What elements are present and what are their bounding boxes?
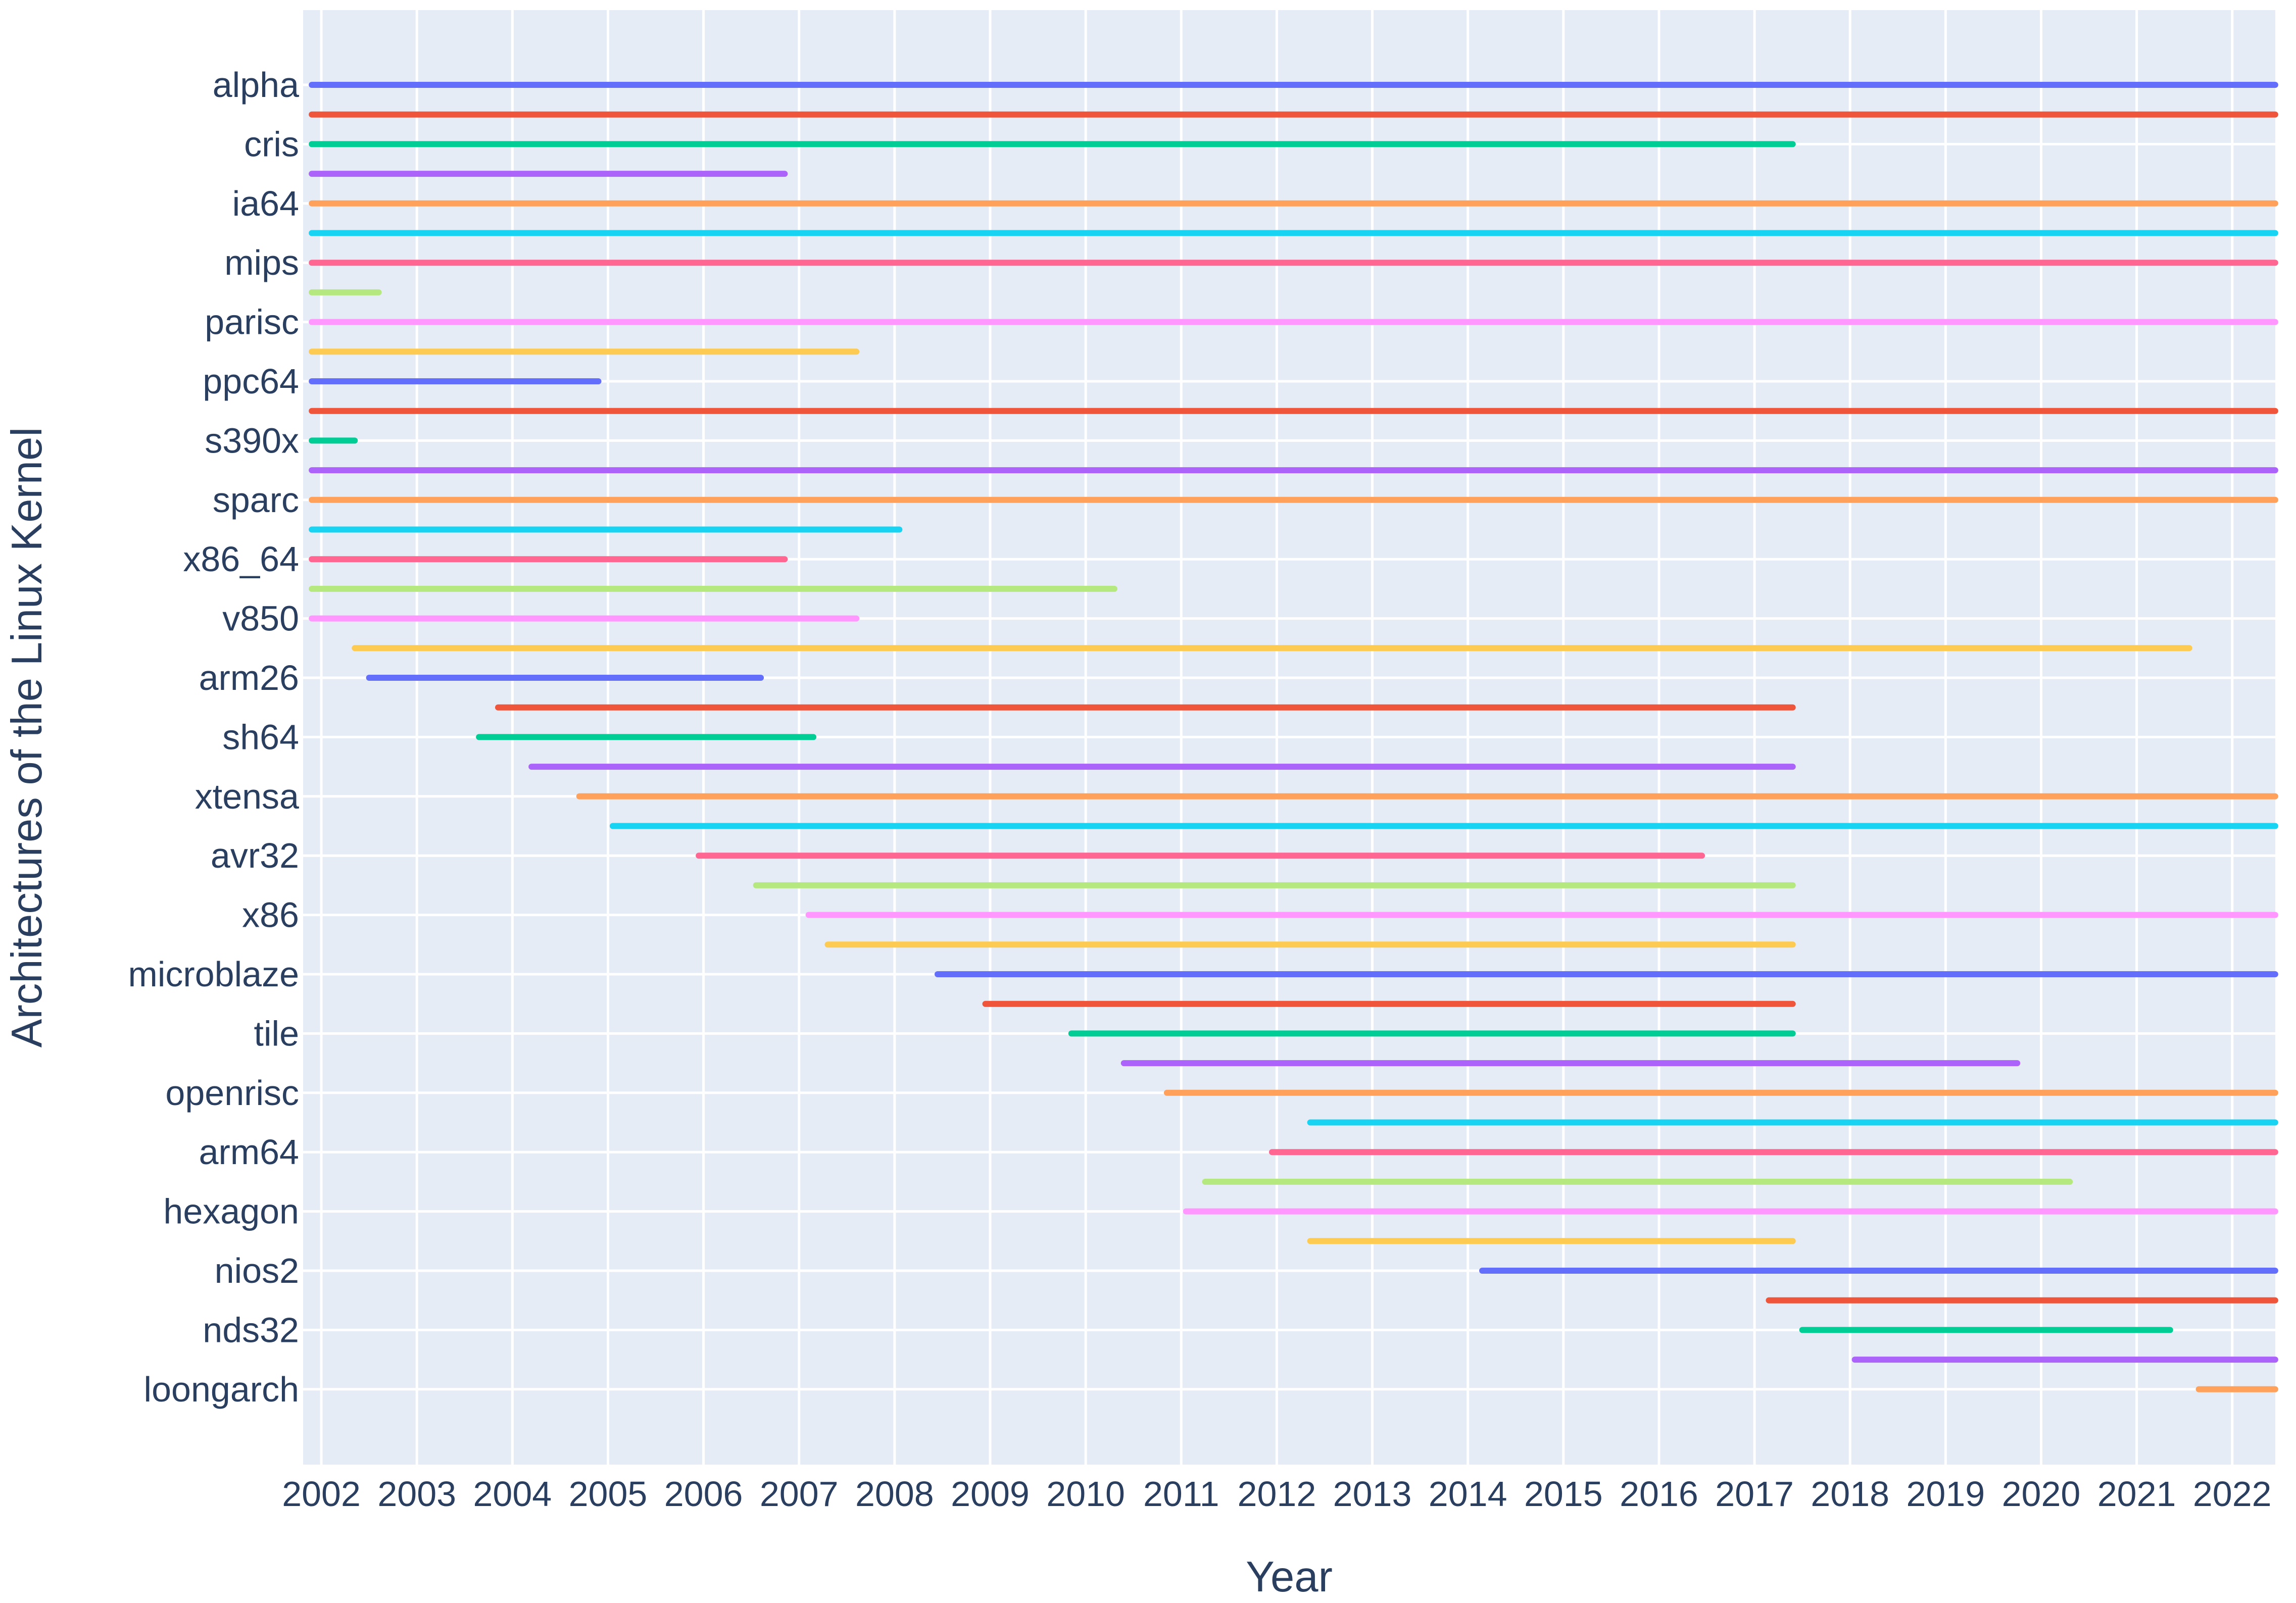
x-tick-label: 2012: [1238, 1474, 1316, 1514]
y-tick-label: openrisc: [165, 1073, 299, 1113]
x-tick-label: 2002: [282, 1474, 361, 1514]
x-axis-title: Year: [1246, 1553, 1333, 1601]
x-tick-label: 2011: [1143, 1474, 1219, 1514]
x-tick-label: 2020: [2002, 1474, 2081, 1514]
x-tick-label: 2010: [1046, 1474, 1125, 1514]
x-tick-label: 2003: [377, 1474, 456, 1514]
y-tick-label: tile: [254, 1014, 299, 1053]
x-tick-label: 2017: [1715, 1474, 1794, 1514]
y-axis-title: Architectures of the Linux Kernel: [3, 427, 51, 1047]
y-tick-label: alpha: [213, 65, 299, 105]
x-tick-label: 2015: [1524, 1474, 1603, 1514]
y-tick-label: v850: [222, 599, 299, 638]
y-tick-label: arm26: [199, 658, 299, 697]
y-tick-label: hexagon: [163, 1192, 299, 1231]
y-tick-label: sparc: [213, 480, 299, 520]
y-tick-label: s390x: [205, 421, 299, 460]
x-tick-label: 2006: [664, 1474, 743, 1514]
y-tick-labels: alpha cris ia64 mips parisc ppc64 s390x sparc x8…: [128, 65, 300, 1409]
x-tick-label: 2022: [2193, 1474, 2272, 1514]
x-tick-labels: 2002 2003 2004 2005 2006 2007 2008 2009 2010 2011…: [282, 1474, 2271, 1514]
x-tick-label: 2007: [760, 1474, 839, 1514]
x-tick-label: 2013: [1333, 1474, 1412, 1514]
y-tick-label: loongarch: [144, 1370, 299, 1409]
y-tick-label: xtensa: [195, 777, 299, 816]
y-tick-label: nds32: [203, 1310, 299, 1349]
y-tick-label: mips: [224, 243, 299, 282]
y-tick-label: ia64: [232, 184, 299, 223]
x-tick-label: 2018: [1811, 1474, 1889, 1514]
y-tick-label: sh64: [222, 717, 299, 757]
y-tick-label: arm64: [199, 1132, 299, 1172]
y-tick-label: x86: [242, 895, 299, 935]
bars-layer: [309, 82, 2278, 1392]
x-tick-label: 2019: [1906, 1474, 1985, 1514]
x-tick-label: 2014: [1429, 1474, 1507, 1514]
x-tick-label: 2004: [473, 1474, 552, 1514]
y-tick-label: ppc64: [203, 362, 299, 401]
x-tick-label: 2021: [2097, 1474, 2176, 1514]
x-tick-label: 2009: [951, 1474, 1030, 1514]
y-tick-label: parisc: [205, 303, 299, 342]
y-tick-label: nios2: [215, 1251, 299, 1290]
y-tick-label: x86_64: [183, 539, 299, 579]
y-tick-label: avr32: [211, 836, 299, 875]
x-tick-label: 2005: [569, 1474, 648, 1514]
y-tick-label: microblaze: [128, 955, 299, 994]
x-tick-label: 2008: [855, 1474, 934, 1514]
y-tick-label: cris: [244, 124, 299, 164]
x-tick-label: 2016: [1620, 1474, 1698, 1514]
